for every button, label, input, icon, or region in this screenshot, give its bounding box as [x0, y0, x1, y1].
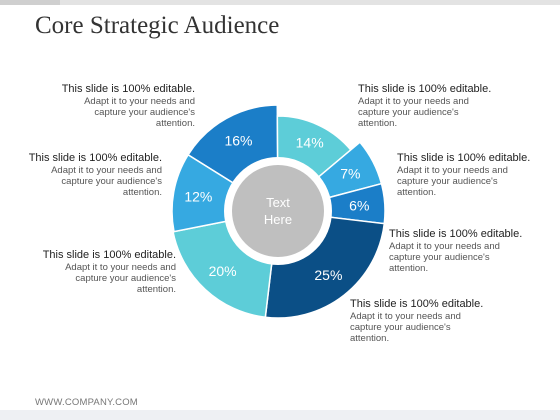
note-heading: This slide is 100% editable.	[397, 152, 531, 164]
note-heading: This slide is 100% editable.	[389, 228, 523, 240]
slice-label: 25%	[314, 267, 342, 283]
note-body: Adapt it to your needs and capture your …	[389, 241, 500, 274]
slice-label: 7%	[340, 165, 360, 181]
top-bar-accent	[0, 0, 60, 5]
slice-labels-layer: 16% 14% 7% 6% 25% 20% 12%	[184, 132, 369, 283]
page-title: Core Strategic Audience	[35, 12, 280, 39]
slice-label: 12%	[184, 188, 212, 204]
note-middle-left: This slide is 100% editable. Adapt it to…	[0, 152, 162, 199]
note-bottom-left: This slide is 100% editable. Adapt it to…	[6, 249, 176, 296]
top-bar	[0, 0, 560, 5]
center-text-line-1: Text	[266, 195, 290, 210]
center-circle	[232, 165, 324, 257]
note-body: Adapt it to your needs and capture your …	[65, 262, 176, 295]
note-top-left: This slide is 100% editable. Adapt it to…	[25, 83, 195, 130]
note-body: Adapt it to your needs and capture your …	[84, 96, 195, 129]
note-body: Adapt it to your needs and capture your …	[358, 96, 469, 129]
center-text-line-2: Here	[264, 212, 292, 227]
slice-label: 20%	[209, 263, 237, 279]
note-heading: This slide is 100% editable.	[358, 83, 492, 95]
footer-website: WWW.COMPANY.COM	[35, 397, 138, 408]
note-heading: This slide is 100% editable.	[28, 152, 162, 164]
note-heading: This slide is 100% editable.	[42, 249, 176, 261]
note-heading: This slide is 100% editable.	[350, 298, 484, 310]
note-body: Adapt it to your needs and capture your …	[397, 165, 508, 198]
note-heading: This slide is 100% editable.	[61, 83, 195, 95]
slice-label: 14%	[296, 134, 324, 150]
note-upper-right: This slide is 100% editable. Adapt it to…	[397, 152, 560, 199]
slice-label: 6%	[349, 197, 369, 213]
note-bottom-right: This slide is 100% editable. Adapt it to…	[350, 298, 520, 345]
note-body: Adapt it to your needs and capture your …	[51, 165, 162, 198]
note-lower-right: This slide is 100% editable. Adapt it to…	[389, 228, 559, 275]
note-body: Adapt it to your needs and capture your …	[350, 311, 461, 344]
note-top-right: This slide is 100% editable. Adapt it to…	[358, 83, 528, 130]
slice-label: 16%	[224, 132, 252, 148]
footer-bar	[0, 410, 560, 420]
